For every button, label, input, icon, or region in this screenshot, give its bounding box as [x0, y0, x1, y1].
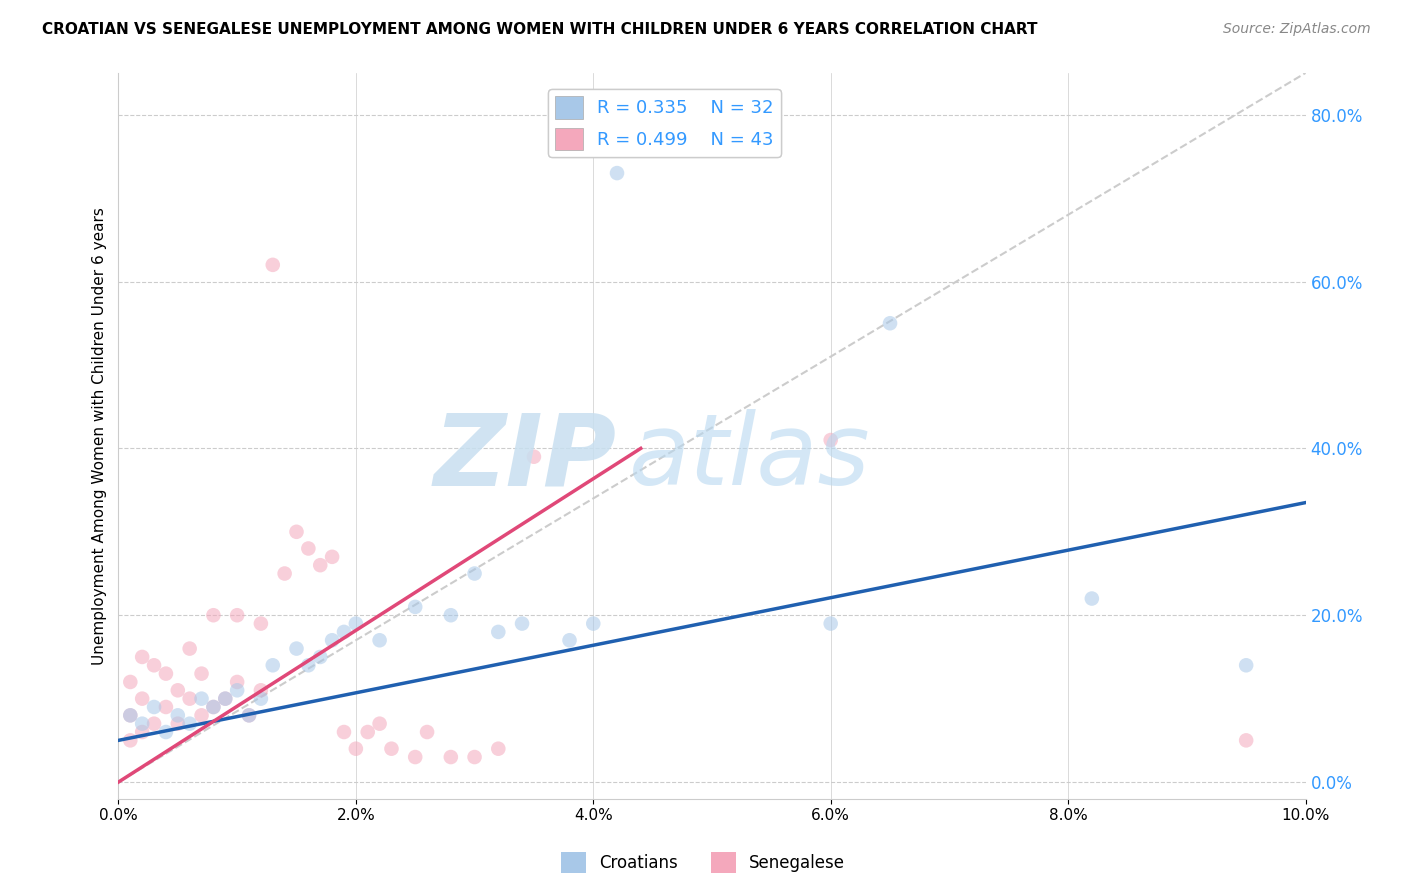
Point — [285, 641, 308, 656]
Point — [190, 708, 212, 723]
Point — [179, 691, 201, 706]
Point — [523, 450, 546, 464]
Point — [440, 750, 463, 764]
Point — [226, 683, 249, 698]
Point — [333, 624, 356, 639]
Point — [404, 750, 426, 764]
Point — [464, 750, 486, 764]
Point — [262, 658, 284, 673]
Point — [120, 675, 142, 690]
Point — [558, 633, 581, 648]
Point — [155, 666, 177, 681]
Point — [155, 700, 177, 714]
Point — [510, 616, 533, 631]
Point — [262, 258, 284, 272]
Point — [190, 666, 212, 681]
Point — [368, 633, 391, 648]
Point — [582, 616, 605, 631]
Point — [486, 624, 509, 639]
Point — [464, 566, 486, 581]
Point — [166, 708, 188, 723]
Point — [309, 558, 332, 573]
Point — [309, 649, 332, 664]
Point — [202, 700, 225, 714]
Point — [879, 316, 901, 330]
Point — [285, 524, 308, 539]
Legend: Croatians, Senegalese: Croatians, Senegalese — [554, 846, 852, 880]
Point — [368, 716, 391, 731]
Point — [202, 608, 225, 623]
Point — [190, 691, 212, 706]
Point — [357, 725, 380, 739]
Point — [486, 741, 509, 756]
Point — [416, 725, 439, 739]
Point — [344, 741, 367, 756]
Point — [131, 716, 153, 731]
Point — [143, 658, 166, 673]
Point — [344, 616, 367, 631]
Text: ZIP: ZIP — [434, 409, 617, 506]
Point — [202, 700, 225, 714]
Point — [155, 725, 177, 739]
Text: Source: ZipAtlas.com: Source: ZipAtlas.com — [1223, 22, 1371, 37]
Point — [404, 599, 426, 614]
Text: CROATIAN VS SENEGALESE UNEMPLOYMENT AMONG WOMEN WITH CHILDREN UNDER 6 YEARS CORR: CROATIAN VS SENEGALESE UNEMPLOYMENT AMON… — [42, 22, 1038, 37]
Point — [179, 716, 201, 731]
Point — [120, 708, 142, 723]
Point — [606, 166, 628, 180]
Y-axis label: Unemployment Among Women with Children Under 6 years: Unemployment Among Women with Children U… — [93, 207, 107, 665]
Point — [297, 658, 319, 673]
Point — [131, 725, 153, 739]
Point — [226, 675, 249, 690]
Point — [1234, 733, 1257, 747]
Point — [440, 608, 463, 623]
Point — [166, 716, 188, 731]
Point — [120, 708, 142, 723]
Point — [250, 616, 273, 631]
Legend: R = 0.335    N = 32, R = 0.499    N = 43: R = 0.335 N = 32, R = 0.499 N = 43 — [548, 89, 780, 157]
Point — [238, 708, 260, 723]
Point — [214, 691, 236, 706]
Point — [333, 725, 356, 739]
Point — [820, 433, 842, 447]
Point — [380, 741, 402, 756]
Point — [1234, 658, 1257, 673]
Point — [143, 716, 166, 731]
Point — [179, 641, 201, 656]
Point — [820, 616, 842, 631]
Point — [214, 691, 236, 706]
Point — [131, 691, 153, 706]
Point — [226, 608, 249, 623]
Point — [166, 683, 188, 698]
Point — [273, 566, 295, 581]
Point — [1081, 591, 1104, 606]
Point — [250, 683, 273, 698]
Text: atlas: atlas — [628, 409, 870, 506]
Point — [238, 708, 260, 723]
Point — [321, 549, 343, 564]
Point — [131, 649, 153, 664]
Point — [297, 541, 319, 556]
Point — [321, 633, 343, 648]
Point — [143, 700, 166, 714]
Point — [120, 733, 142, 747]
Point — [250, 691, 273, 706]
